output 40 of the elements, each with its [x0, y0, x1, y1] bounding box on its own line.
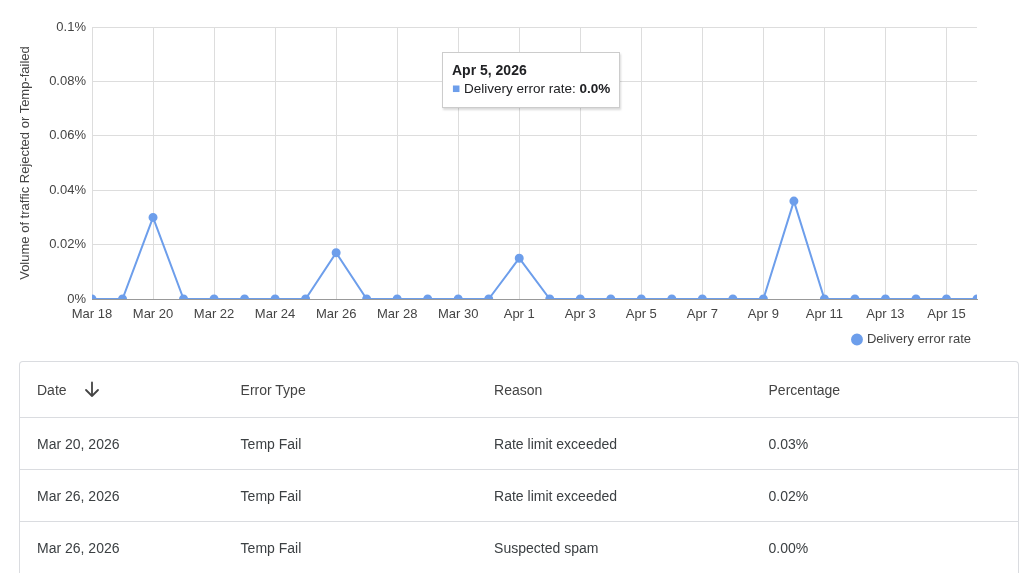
y-tick-label: 0.1%: [56, 18, 87, 34]
x-tick-label: Mar 28: [376, 306, 418, 322]
y-axis-title: Volume of traffic Rejected or Temp-failed: [17, 46, 33, 280]
x-tick-label: Apr 3: [564, 306, 596, 322]
text: Mar 20, 2026: [37, 435, 120, 452]
text: Rate limit exceeded: [494, 435, 618, 452]
x-tick-label: Mar 18: [71, 306, 113, 322]
x-tick-label: Apr 9: [747, 306, 779, 322]
text: 0.00%: [768, 539, 809, 556]
category-label: Error Type: [240, 381, 306, 398]
annotation: Apr 5, 2026 ■ Delivery error rate: 0.0%: [452, 61, 611, 98]
x-tick-label: Mar 24: [254, 306, 296, 322]
legend-label: Delivery error rate: [866, 331, 972, 347]
y-tick-label: 0%: [67, 290, 87, 306]
text: Rate limit exceeded: [494, 487, 618, 504]
category-label: Percentage: [768, 381, 841, 398]
text: Suspected spam: [494, 539, 599, 556]
text: Temp Fail: [240, 435, 302, 452]
y-tick-label: 0.08%: [49, 72, 87, 88]
x-tick-label: Apr 1: [503, 306, 535, 322]
x-tick-label: Mar 20: [132, 306, 174, 322]
y-tick-label: 0.02%: [49, 236, 87, 252]
x-tick-label: Apr 13: [866, 306, 905, 322]
text: Mar 26, 2026: [37, 539, 120, 556]
x-tick-label: Mar 30: [437, 306, 479, 322]
category-label: Reason: [494, 381, 543, 398]
y-tick-label: 0.04%: [49, 181, 87, 197]
text: Temp Fail: [240, 539, 302, 556]
text: 0.03%: [768, 435, 809, 452]
x-tick-label: Apr 7: [686, 306, 718, 322]
x-tick-label: Apr 15: [927, 306, 966, 322]
text: Temp Fail: [240, 487, 302, 504]
x-tick-label: Apr 11: [805, 306, 844, 322]
x-tick-label: Mar 22: [193, 306, 235, 322]
x-tick-label: Apr 5: [625, 306, 657, 322]
text: Mar 26, 2026: [37, 487, 120, 504]
category-label: Date: [37, 381, 67, 398]
x-tick-label: Mar 26: [315, 306, 357, 322]
y-tick-label: 0.06%: [49, 127, 87, 143]
text: 0.02%: [768, 487, 809, 504]
